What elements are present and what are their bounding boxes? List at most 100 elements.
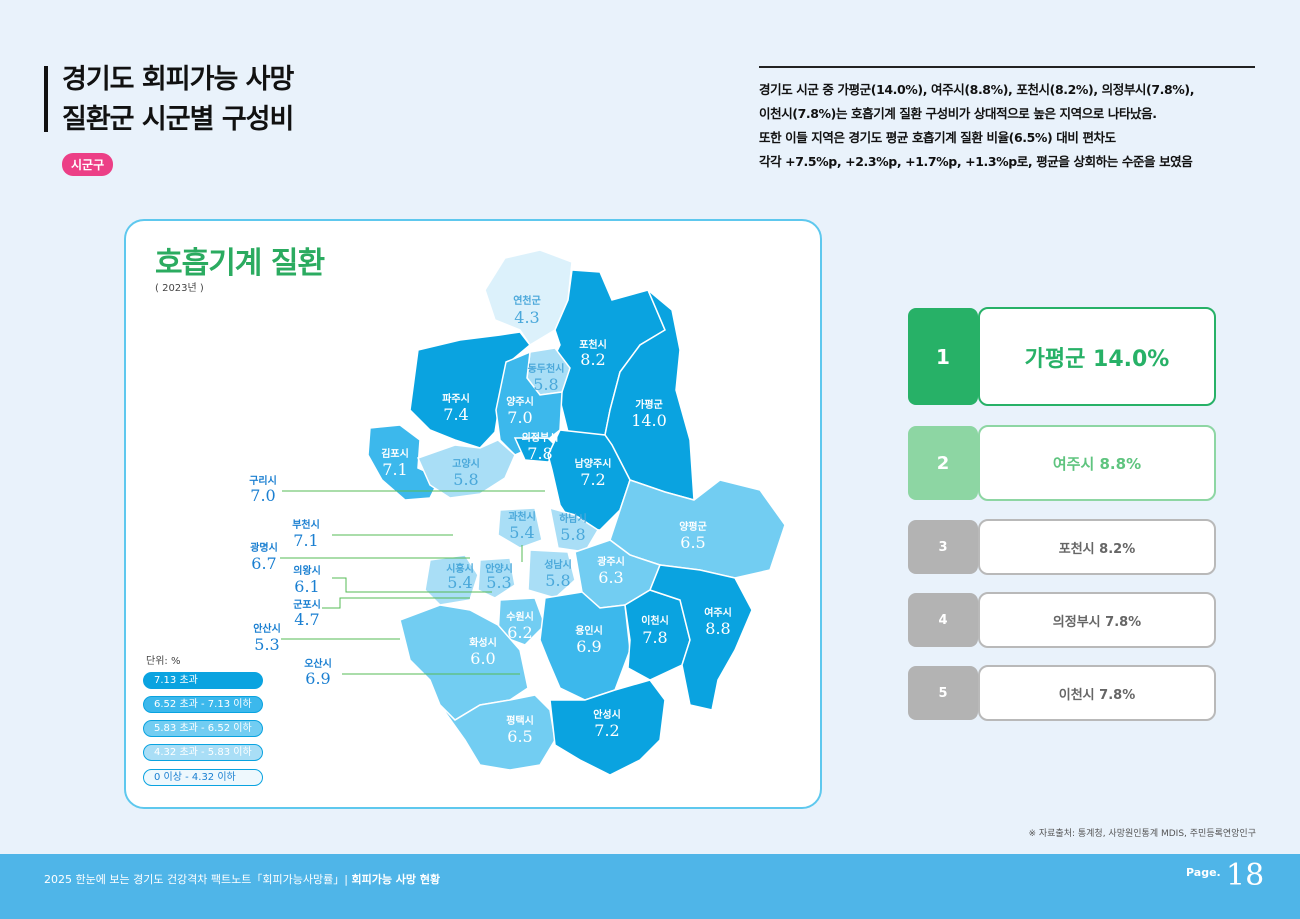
region-value: 14.0 [631, 411, 667, 430]
region-label: 고양시 [452, 458, 480, 470]
region-label: 성남시 [544, 558, 572, 571]
region-value: 7.1 [382, 460, 407, 479]
map-year: ( 2023년 ) [155, 283, 204, 294]
region-label: 여주시 [704, 606, 732, 619]
region-label: 과천시 [508, 510, 536, 523]
callout-value: 6.1 [294, 577, 319, 596]
legend-item: 0 이상 - 4.32 이하 [143, 769, 263, 786]
callout-value: 5.3 [254, 635, 279, 654]
region-value: 5.8 [545, 571, 570, 590]
footer-text: 2025 한눈에 보는 경기도 건강격차 팩트노트「회피가능사망률」| 회피가능… [44, 871, 440, 887]
description-line: 이천시(7.8%)는 호흡기계 질환 구성비가 상대적으로 높은 지역으로 나타… [759, 106, 1157, 121]
region-label: 양주시 [506, 396, 534, 408]
region-value: 5.3 [486, 573, 511, 592]
callout-value: 6.9 [305, 669, 330, 688]
region-value: 4.3 [514, 308, 539, 327]
rank-entry: 여주시 8.8% [978, 425, 1216, 501]
region-value: 7.0 [507, 408, 532, 427]
region-label: 용인시 [575, 624, 603, 637]
region-shape-anseong [549, 679, 666, 776]
legend-item: 4.32 초과 - 5.83 이하 [143, 744, 263, 761]
description-line: 또한 이들 지역은 경기도 평균 호흡기계 질환 비율(6.5%) 대비 편차도 [759, 130, 1116, 145]
region-value: 7.2 [580, 470, 605, 489]
region-label: 가평군 [635, 398, 663, 411]
page-number: 18 [1226, 858, 1265, 893]
region-value: 8.8 [705, 619, 730, 638]
callout-label: 군포시 [293, 599, 321, 611]
legend-unit: 단위: % [146, 656, 181, 667]
region-label: 포천시 [579, 338, 607, 351]
callout-line-gunpo [322, 597, 470, 609]
region-value: 5.8 [560, 525, 585, 544]
region-shape-namyangju [547, 429, 631, 531]
region-label: 의정부시 [522, 431, 559, 444]
footer-publication: 2025 한눈에 보는 경기도 건강격차 팩트노트「회피가능사망률」| [44, 873, 348, 886]
callout-value: 7.0 [250, 486, 275, 505]
callout-label: 의왕시 [293, 564, 321, 577]
page-title: 경기도 회피가능 사망 질환군 시군별 구성비 [62, 60, 294, 140]
region-value: 6.5 [680, 533, 705, 552]
region-label: 수원시 [506, 610, 534, 623]
region-label: 안성시 [593, 708, 621, 721]
region-value: 6.5 [507, 727, 532, 746]
region-value: 6.0 [470, 649, 495, 668]
region-label: 시흥시 [446, 562, 474, 575]
region-value: 7.8 [527, 444, 552, 463]
title-accent-bar [44, 66, 48, 132]
description-divider [759, 66, 1255, 68]
region-value: 6.2 [507, 623, 532, 642]
region-shape-seongnam [527, 549, 576, 599]
region-label: 연천군 [513, 294, 541, 307]
region-value: 7.8 [642, 628, 667, 647]
legend-item: 6.52 초과 - 7.13 이하 [143, 696, 263, 713]
rank-entry: 의정부시 7.8% [978, 592, 1216, 648]
rank-entry: 가평군 14.0% [978, 307, 1216, 406]
region-shape-yeoju [649, 564, 753, 711]
category-badge: 시군구 [62, 153, 114, 176]
description-text: 경기도 시군 중 가평군(14.0%), 여주시(8.8%), 포천시(8.2%… [759, 78, 1269, 174]
region-label: 남양주시 [575, 457, 612, 470]
region-value: 6.3 [598, 568, 623, 587]
region-label: 화성시 [469, 636, 497, 649]
footer-section: 회피가능 사망 현황 [351, 873, 441, 886]
callout-label: 광명시 [250, 541, 278, 554]
region-value: 6.9 [576, 637, 601, 656]
region-label: 김포시 [381, 448, 409, 460]
rank-number: 3 [908, 520, 978, 574]
region-label: 하남시 [559, 512, 587, 525]
rank-number: 5 [908, 666, 978, 720]
region-label: 안양시 [485, 562, 513, 575]
region-label: 평택시 [506, 714, 534, 727]
page-label: Page. [1186, 866, 1221, 879]
region-shape-yeoncheon [484, 249, 573, 347]
region-value: 7.2 [594, 721, 619, 740]
page-title-line2: 질환군 시군별 구성비 [62, 104, 294, 135]
footer-bar [0, 854, 1300, 919]
region-label: 동두천시 [528, 362, 565, 375]
description-line: 각각 +7.5%p, +2.3%p, +1.7%p, +1.3%p로, 평균을 … [759, 154, 1193, 169]
rank-entry: 이천시 7.8% [978, 665, 1216, 721]
callout-label: 구리시 [249, 474, 277, 487]
region-value: 5.8 [533, 375, 558, 394]
region-value: 5.4 [509, 523, 534, 542]
rank-number: 2 [908, 426, 978, 500]
callout-value: 6.7 [251, 554, 276, 573]
callout-label: 부천시 [292, 518, 320, 531]
region-shape-gwacheon [497, 507, 543, 549]
region-label: 양평군 [679, 520, 707, 533]
region-label: 광주시 [597, 556, 625, 568]
rank-entry: 포천시 8.2% [978, 519, 1216, 575]
region-value: 7.4 [443, 405, 468, 424]
callout-label: 안산시 [253, 622, 281, 635]
region-shape-hanam [549, 506, 600, 553]
region-label: 파주시 [442, 392, 470, 405]
callout-value: 4.7 [294, 610, 319, 629]
region-value: 8.2 [580, 350, 605, 369]
callout-line-uiwang [332, 577, 492, 593]
callout-label: 오산시 [304, 657, 332, 670]
rank-number: 4 [908, 593, 978, 647]
region-label: 이천시 [641, 614, 669, 627]
region-shape-anyang [477, 557, 516, 599]
rank-number: 1 [908, 308, 978, 405]
